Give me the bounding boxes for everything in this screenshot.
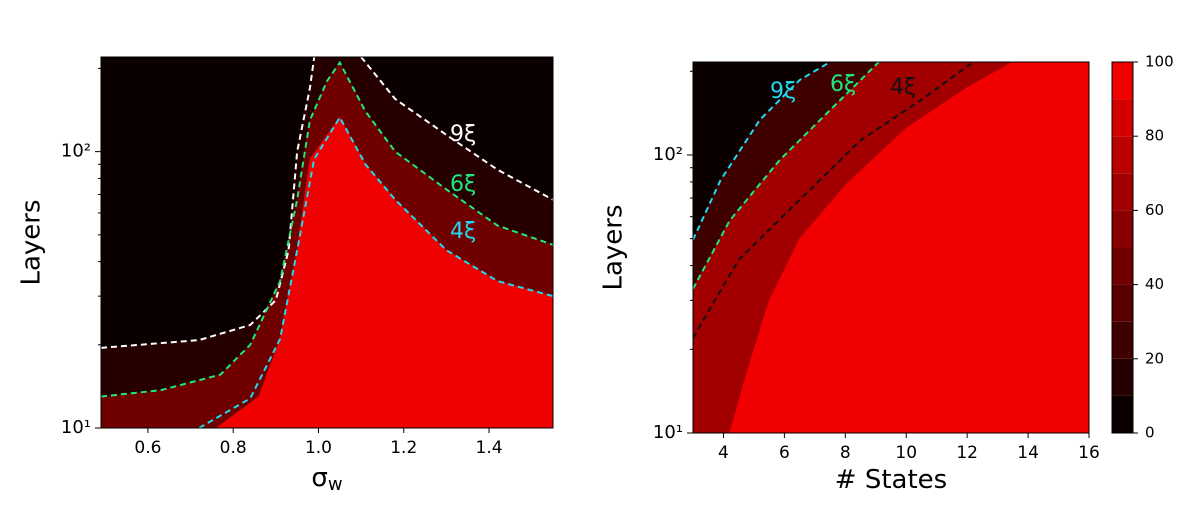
- contour-line: [693, 62, 831, 241]
- plot-area: [693, 62, 1089, 433]
- line-label: 9ξ: [450, 122, 476, 147]
- plot-area: [101, 57, 553, 428]
- y-axis-label: Layers: [599, 204, 629, 290]
- y-tick-label: 10²: [61, 141, 91, 162]
- x-tick-label: 8: [840, 443, 851, 463]
- x-tick-label: 1.4: [476, 438, 503, 458]
- colorbar-tick-label: 100: [1145, 53, 1174, 71]
- colorbar-band: [1112, 395, 1133, 433]
- line-label: 4ξ: [890, 75, 916, 100]
- x-tick-label: 16: [1078, 443, 1100, 463]
- colorbar-tick-label: 0: [1145, 424, 1155, 442]
- contour-line: [198, 115, 553, 428]
- colorbar-band: [1112, 321, 1133, 359]
- line-label: 6ξ: [830, 72, 856, 97]
- colorbar-band: [1112, 247, 1133, 285]
- colorbar-band: [1112, 358, 1133, 396]
- y-tick-label: 10¹: [61, 417, 91, 438]
- x-tick-label: 0.6: [134, 438, 161, 458]
- x-axis-label: σw: [311, 463, 342, 496]
- axes-frame: [692, 61, 1090, 434]
- colorbar-frame: [1111, 61, 1134, 434]
- colorbar-band: [1112, 99, 1133, 137]
- x-axis-label-main: σ: [311, 463, 327, 493]
- y-tick-label: 10¹: [653, 422, 683, 443]
- axes-frame: [100, 56, 554, 429]
- line-label: 9ξ: [770, 79, 796, 104]
- colorbar-band: [1112, 62, 1133, 100]
- x-tick-label: 14: [1017, 443, 1039, 463]
- x-tick-label: 4: [718, 443, 729, 463]
- x-tick-label: 1.0: [305, 438, 332, 458]
- x-axis-label-sub: w: [328, 474, 343, 495]
- x-tick-label: 10: [895, 443, 917, 463]
- line-label: 4ξ: [450, 219, 476, 244]
- colorbar-tick-label: 80: [1145, 127, 1164, 145]
- colorbar-band: [1112, 284, 1133, 322]
- contour-line: [693, 62, 974, 339]
- line-label: 6ξ: [450, 172, 476, 197]
- x-axis-label: # States: [835, 465, 947, 495]
- x-tick-label: 0.8: [220, 438, 247, 458]
- contour-line: [693, 62, 880, 290]
- colorbar-tick-label: 20: [1145, 349, 1164, 367]
- x-axis-label-main: # States: [835, 465, 947, 495]
- y-axis-label: Layers: [17, 199, 47, 285]
- colorbar-band: [1112, 136, 1133, 174]
- colorbar-band: [1112, 173, 1133, 211]
- contour-region: [729, 62, 1089, 433]
- colorbar-tick-label: 40: [1145, 275, 1164, 293]
- x-tick-label: 6: [779, 443, 790, 463]
- x-tick-label: 1.2: [390, 438, 417, 458]
- x-tick-label: 12: [956, 443, 978, 463]
- y-tick-label: 10²: [653, 144, 683, 165]
- colorbar-tick-label: 60: [1145, 201, 1164, 219]
- colorbar-band: [1112, 210, 1133, 248]
- contour-line: [101, 60, 553, 398]
